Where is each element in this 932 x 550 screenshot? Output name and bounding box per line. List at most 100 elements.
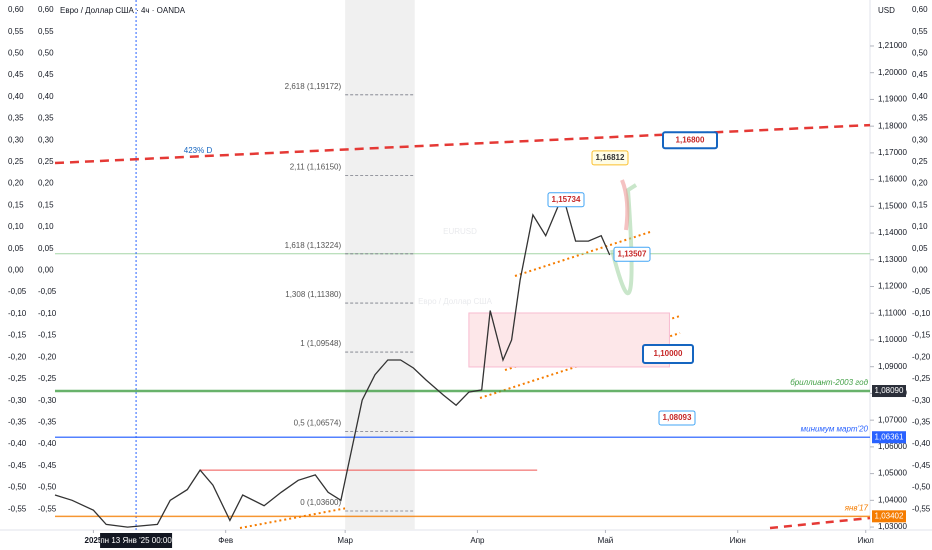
y2-tick-label: -0,05 [8,287,27,296]
y2-tick-label: 0,15 [8,200,24,209]
y2-tick-label: 0,30 [8,135,24,144]
y2-tick-label: -0,45 [912,461,931,470]
y2-tick-label: 0,10 [912,222,928,231]
y2-tick-label: -0,05 [912,287,931,296]
y2-tick-label: -0,55 [912,504,931,513]
y2-tick-label: 0,00 [8,266,24,275]
y2-tick-label: -0,10 [912,309,931,318]
y2-tick-label: -0,45 [8,461,27,470]
y2-tick-label: 0,10 [8,222,24,231]
y2-tick-label: -0,40 [8,439,27,448]
y2-tick-label: -0,20 [8,352,27,361]
y2-tick-label: 0,55 [8,27,24,36]
fib-label: 1,308 (1,11380) [285,290,341,299]
y2-tick-label: 0,35 [38,114,54,123]
y-tick-label: 1,14000 [878,228,907,237]
y2-tick-label: -0,05 [38,287,57,296]
y2-tick-label: -0,15 [38,331,57,340]
callout-label: 1,15734 [552,195,581,204]
y2-tick-label: -0,25 [8,374,27,383]
y2-tick-label: 0,30 [912,135,928,144]
x-tick-label: Июн [730,536,746,545]
x-tick-label: 2025 [85,536,103,545]
y-tick-label: 1,04000 [878,495,907,504]
callout-box [642,343,694,364]
fib-label: 2,618 (1,19172) [285,82,342,91]
y2-tick-label: -0,15 [912,331,931,340]
x-tick-label: Фев [218,536,233,545]
y-tick-label: 1,03000 [878,522,907,531]
callout-label: 1,16812 [596,153,625,162]
y2-tick-label: 0,10 [38,222,54,231]
level-name: янв'17 [844,503,869,512]
y2-tick-label: 0,50 [912,49,928,58]
y2-tick-label: -0,50 [38,483,57,492]
callout-box [591,150,629,166]
y2-tick-label: -0,20 [912,352,931,361]
trend-dashed [769,516,871,530]
y2-tick-label: 0,15 [38,200,54,209]
y2-tick-label: -0,30 [912,396,931,405]
callout-label: 1,13507 [618,249,647,258]
y2-tick-label: -0,40 [912,439,931,448]
y2-tick-label: 0,20 [8,179,24,188]
fib-label: 0,5 (1,06574) [294,419,342,428]
trend-dotted [239,499,391,529]
level-box [872,431,906,444]
y2-tick-label: -0,50 [8,483,27,492]
level-box [872,385,906,398]
watermark-sub: Евро / Доллар США [418,297,493,306]
y2-tick-label: -0,35 [912,417,931,426]
y2-tick-label: -0,50 [912,483,931,492]
level-name: минимум март'20 [801,424,869,433]
y2-tick-label: 0,05 [8,244,24,253]
level-name: бриллиант-2003 год [790,378,868,387]
y2-tick-label: -0,35 [8,417,27,426]
y2-tick-label: 0,00 [38,266,54,275]
y2-tick-label: -0,30 [8,396,27,405]
y2-tick-label: 0,60 [38,5,54,14]
level-value: 1,06361 [875,432,904,441]
y2-tick-label: 0,35 [912,114,928,123]
y-tick-label: 1,06000 [878,442,907,451]
y2-tick-label: -0,30 [38,396,57,405]
y2-tick-label: -0,40 [38,439,57,448]
y2-tick-label: 0,00 [912,266,928,275]
x-tick-label: Май [598,536,614,545]
y-tick-label: 1,12000 [878,282,907,291]
y2-tick-label: -0,20 [38,352,57,361]
y-tick-label: 1,10000 [878,335,907,344]
y2-tick-label: 0,05 [912,244,928,253]
y2-tick-label: 0,60 [8,5,24,14]
y2-tick-label: -0,25 [38,374,57,383]
y-tick-label: 1,17000 [878,148,907,157]
y2-tick-label: 0,25 [38,157,54,166]
y2-tick-label: 0,20 [912,179,928,188]
y2-tick-label: -0,45 [38,461,57,470]
y2-tick-label: 0,15 [912,200,928,209]
y2-tick-label: 0,55 [912,27,928,36]
y2-tick-label: -0,35 [38,417,57,426]
callout-box [547,192,585,208]
zone [468,312,670,368]
y2-tick-label: 0,30 [38,135,54,144]
y2-tick-label: 0,60 [912,5,928,14]
fib-label: 0 (1,03600) [300,498,341,507]
forecast-arrow [620,179,630,231]
fib-label: 1,618 (1,13224) [285,241,342,250]
y2-tick-label: 0,35 [8,114,24,123]
chart-title: Евро / Доллар США · 4ч · OANDA [60,6,186,15]
x-tick-label: Мар [337,536,353,545]
y-tick-label: 1,07000 [878,415,907,424]
y-tick-label: 1,11000 [878,308,907,317]
y-tick-label: 1,20000 [878,68,907,77]
y-tick-label: 1,21000 [878,41,907,50]
y-tick-label: 1,19000 [878,95,907,104]
y2-tick-label: 0,45 [912,70,928,79]
callout-box [658,410,696,426]
y2-tick-label: 0,40 [8,92,24,101]
y2-tick-label: -0,10 [38,309,57,318]
crosshair-label: пн 13 Янв '25 00:00 [100,536,172,545]
